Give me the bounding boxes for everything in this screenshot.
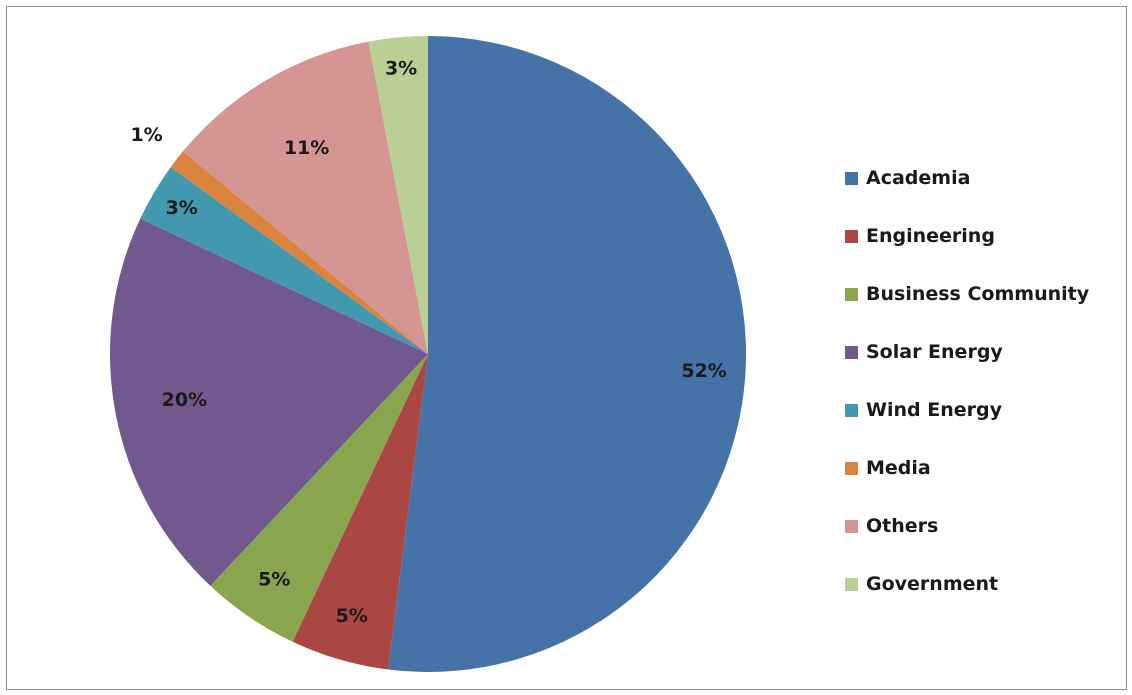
data-label-government: 3%	[385, 58, 417, 80]
pie-slice-others	[182, 41, 428, 354]
legend-item-government: Government	[845, 555, 1089, 613]
pie-slice-business-community	[210, 354, 428, 642]
legend-label: Media	[866, 457, 931, 479]
pie-slices	[109, 36, 747, 673]
legend-item-media: Media	[845, 439, 1089, 497]
legend-label: Solar Energy	[866, 341, 1003, 363]
pie-slice-solar-energy	[109, 218, 428, 586]
data-label-others: 11%	[284, 137, 329, 159]
legend-label: Government	[866, 573, 999, 595]
legend-label: Wind Energy	[866, 399, 1002, 421]
pie-slice-academia	[388, 36, 747, 673]
pie-slice-wind-energy	[140, 167, 428, 354]
legend-swatch	[845, 345, 858, 359]
legend: Academia Engineering Business Community Sol…	[845, 149, 1089, 613]
data-label-engineering: 5%	[336, 605, 368, 627]
data-label-solar-energy: 20%	[162, 389, 207, 411]
chart-frame: 52% 5% 5% 20% 3% 1% 11% 3% Academia Engineering B…	[6, 6, 1127, 690]
pie-slice-engineering	[292, 354, 428, 670]
legend-item-engineering: Engineering	[845, 207, 1089, 265]
data-label-wind-energy: 3%	[166, 197, 198, 219]
legend-item-solar-energy: Solar Energy	[845, 323, 1089, 381]
legend-item-others: Others	[845, 497, 1089, 555]
data-label-business-community: 5%	[258, 569, 290, 591]
legend-item-business-community: Business Community	[845, 265, 1089, 323]
legend-label: Business Community	[866, 283, 1090, 305]
legend-swatch	[845, 519, 858, 533]
legend-swatch	[845, 287, 858, 301]
legend-swatch	[845, 229, 858, 243]
pie-slice-government	[368, 36, 428, 354]
legend-swatch	[845, 171, 858, 185]
legend-item-academia: Academia	[845, 149, 1089, 207]
legend-swatch	[845, 461, 858, 475]
legend-swatch	[845, 403, 858, 417]
legend-item-wind-energy: Wind Energy	[845, 381, 1089, 439]
legend-label: Engineering	[866, 225, 995, 247]
legend-swatch	[845, 577, 858, 591]
pie-chart: 52% 5% 5% 20% 3% 1% 11% 3%	[109, 36, 747, 673]
pie-slice-media	[170, 151, 429, 354]
data-label-academia: 52%	[681, 360, 726, 382]
data-label-media: 1%	[130, 124, 162, 146]
pie-data-labels: 52% 5% 5% 20% 3% 1% 11% 3%	[130, 58, 726, 627]
legend-label: Others	[866, 515, 939, 537]
legend-label: Academia	[866, 167, 971, 189]
